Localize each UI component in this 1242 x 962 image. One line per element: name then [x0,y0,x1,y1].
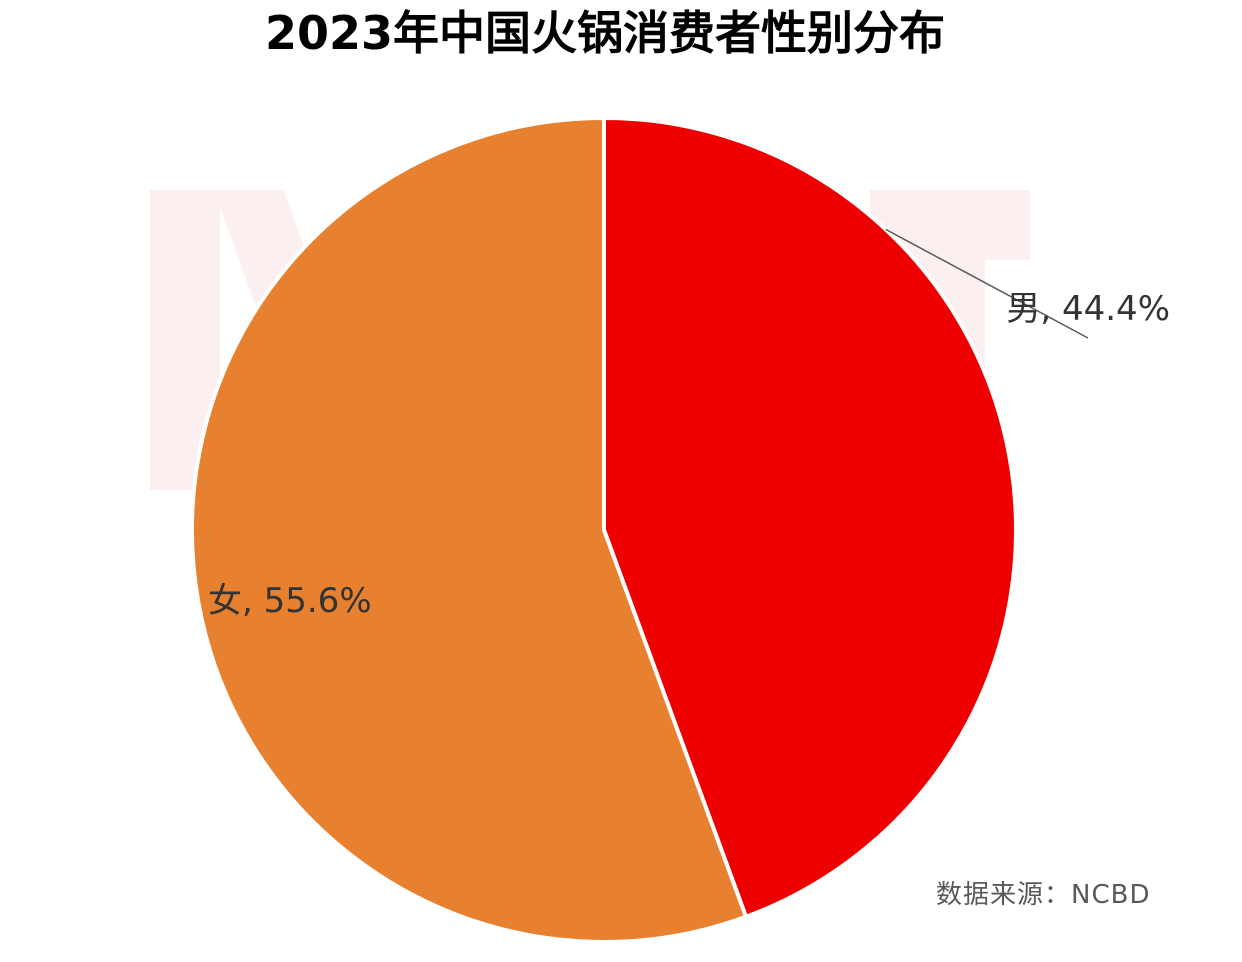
source-note: 数据来源：NCBD [936,880,1151,910]
pie-slice-male [602,115,1018,920]
data-label-male: 男, 44.4% [1006,289,1170,329]
chart-title: 2023年中国火锅消费者性别分布 [264,6,946,60]
data-label-female: 女, 55.6% [208,581,372,621]
pie-slice-female [190,115,749,944]
leader-line-male [885,228,1089,339]
data-labels: 男, 44.4% 女, 55.6% [208,289,1170,621]
leader-lines [885,228,1089,339]
pie-slices [190,115,1018,944]
